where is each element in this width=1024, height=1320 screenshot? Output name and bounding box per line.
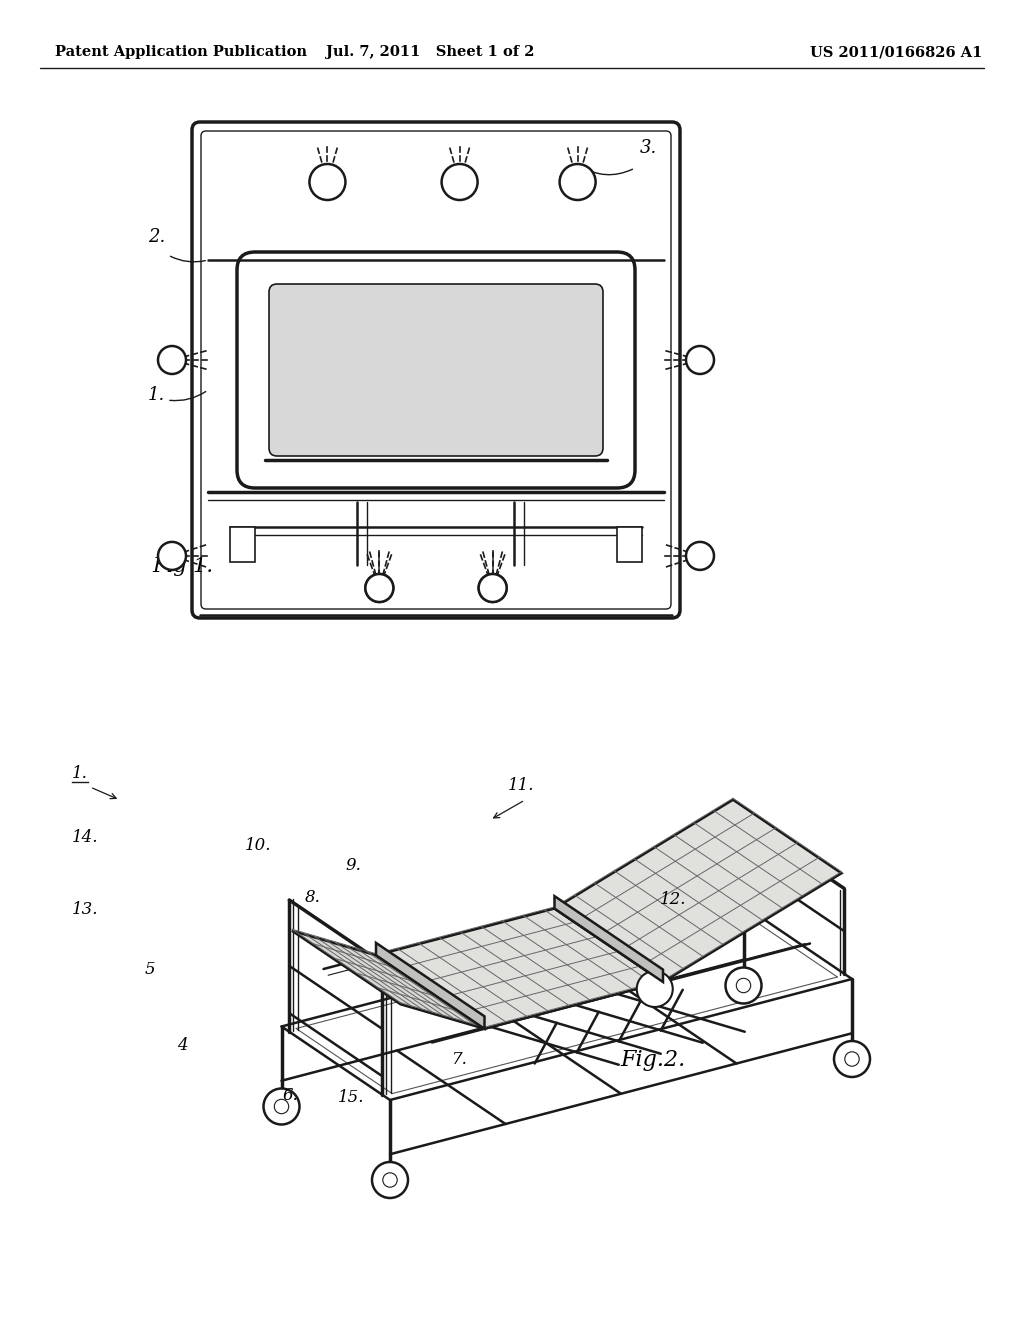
Text: 12.: 12. bbox=[660, 891, 686, 908]
Circle shape bbox=[366, 574, 393, 602]
Text: 4: 4 bbox=[177, 1036, 187, 1053]
Text: Fig.2.: Fig.2. bbox=[620, 1049, 685, 1071]
Text: 6.: 6. bbox=[283, 1086, 299, 1104]
Text: 10.: 10. bbox=[245, 837, 271, 854]
Text: Jul. 7, 2011   Sheet 1 of 2: Jul. 7, 2011 Sheet 1 of 2 bbox=[326, 45, 535, 59]
Circle shape bbox=[637, 972, 673, 1007]
Text: 14.: 14. bbox=[72, 829, 98, 846]
Circle shape bbox=[158, 543, 186, 570]
Polygon shape bbox=[376, 908, 663, 1028]
Polygon shape bbox=[555, 800, 842, 982]
Text: Fig 1.: Fig 1. bbox=[152, 557, 213, 576]
Circle shape bbox=[263, 1089, 299, 1125]
Polygon shape bbox=[292, 931, 484, 1028]
Circle shape bbox=[441, 164, 477, 201]
Circle shape bbox=[686, 346, 714, 374]
Text: 7.: 7. bbox=[452, 1052, 468, 1068]
Circle shape bbox=[845, 1052, 859, 1067]
FancyBboxPatch shape bbox=[237, 252, 635, 488]
Text: 3.: 3. bbox=[640, 139, 657, 157]
Text: 15.: 15. bbox=[338, 1089, 365, 1106]
FancyBboxPatch shape bbox=[193, 121, 680, 618]
Circle shape bbox=[834, 1041, 870, 1077]
Polygon shape bbox=[555, 896, 663, 982]
Circle shape bbox=[366, 574, 393, 602]
Circle shape bbox=[686, 543, 714, 570]
FancyBboxPatch shape bbox=[201, 131, 671, 609]
Text: 2.: 2. bbox=[148, 228, 165, 246]
Circle shape bbox=[158, 346, 186, 374]
Bar bbox=[617, 527, 642, 561]
Text: 13.: 13. bbox=[72, 902, 98, 919]
Circle shape bbox=[725, 968, 762, 1003]
Circle shape bbox=[559, 164, 596, 201]
Circle shape bbox=[372, 1162, 408, 1199]
Text: 5: 5 bbox=[145, 961, 156, 978]
Text: 9.: 9. bbox=[345, 857, 360, 874]
Text: US 2011/0166826 A1: US 2011/0166826 A1 bbox=[810, 45, 982, 59]
Circle shape bbox=[736, 978, 751, 993]
Circle shape bbox=[383, 1172, 397, 1187]
Circle shape bbox=[478, 574, 507, 602]
Circle shape bbox=[274, 1100, 289, 1114]
FancyBboxPatch shape bbox=[269, 284, 603, 455]
Bar bbox=[230, 527, 255, 561]
Text: 8.: 8. bbox=[305, 890, 321, 907]
Circle shape bbox=[478, 574, 507, 602]
Text: 1.: 1. bbox=[148, 385, 165, 404]
Text: 11.: 11. bbox=[508, 777, 535, 795]
Text: Patent Application Publication: Patent Application Publication bbox=[55, 45, 307, 59]
Text: 1.: 1. bbox=[72, 764, 88, 781]
Polygon shape bbox=[376, 942, 484, 1028]
Circle shape bbox=[309, 164, 345, 201]
